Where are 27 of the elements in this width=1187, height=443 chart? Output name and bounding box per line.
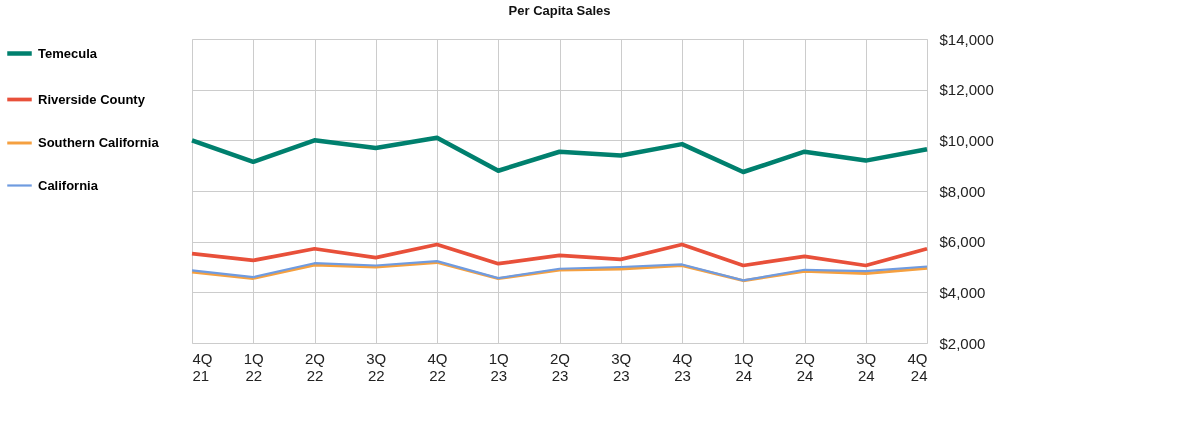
y-tick-label: $6,000 [939, 233, 986, 251]
line-series [190, 242, 929, 268]
legend-label: Temecula [38, 45, 98, 61]
y-tick-label: $12,000 [939, 81, 994, 99]
legend-label: Southern California [38, 135, 160, 150]
legend-label: Riverside County [38, 91, 146, 107]
x-tick-label: 2Q 23 [549, 349, 571, 384]
y-tick-label: $14,000 [939, 30, 994, 48]
y-tick-label: $8,000 [939, 182, 986, 200]
x-tick-label: 1Q 23 [488, 349, 509, 384]
x-tick-label: 3Q 24 [856, 349, 877, 384]
x-tick-label: 3Q 23 [611, 349, 632, 384]
x-tick-label: 4Q 22 [427, 349, 448, 384]
x-tick-label: 1Q 24 [733, 349, 754, 384]
x-tick-label: 1Q 22 [243, 349, 264, 384]
x-tick-label: 4Q 23 [672, 349, 693, 384]
legend-label: California [38, 177, 99, 193]
chart-title: Per Capita Sales [508, 3, 611, 18]
line-series [189, 135, 930, 175]
x-tick-label: 2Q 24 [794, 349, 816, 384]
x-tick-label: 2Q 22 [304, 349, 326, 384]
y-tick-label: $4,000 [939, 283, 986, 301]
y-tick-label: $10,000 [939, 131, 994, 149]
y-tick-label: $2,000 [939, 334, 986, 352]
x-tick-label: 4Q 24 [907, 349, 928, 384]
x-tick-label: 3Q 22 [366, 349, 387, 384]
x-tick-label: 4Q 21 [192, 349, 213, 384]
